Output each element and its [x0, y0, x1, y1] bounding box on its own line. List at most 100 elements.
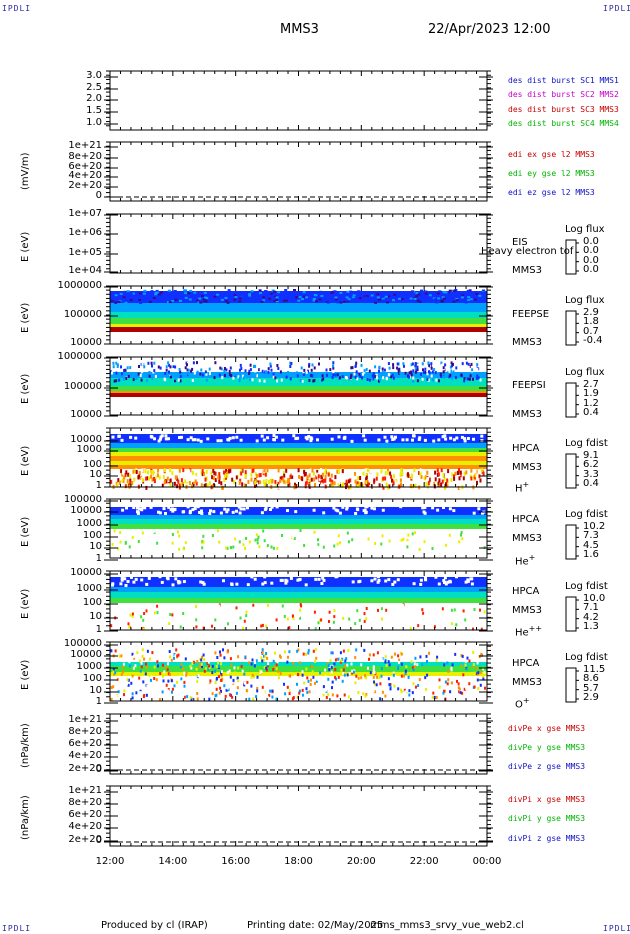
p4-speckle [258, 289, 262, 292]
p9-speckle [434, 685, 437, 689]
p7-speckle [217, 529, 219, 533]
p4-speckle [260, 300, 264, 303]
p6-speckle [203, 471, 205, 476]
p9-speckle [327, 677, 330, 681]
p8-colorbar-tick-label: 7.1 [583, 602, 599, 614]
p4-speckle [345, 299, 349, 302]
p6-gap [150, 435, 154, 439]
p5-speckle [424, 367, 427, 371]
p4-speckle [117, 300, 121, 303]
p9-speckle [424, 676, 427, 680]
p8-speckle [297, 614, 300, 618]
p8-speckle [379, 622, 382, 626]
p9-speckle [292, 696, 295, 700]
p6-speckle [235, 475, 238, 480]
p6-ytick-label: 10 [89, 469, 102, 480]
p6-speckle [256, 482, 259, 487]
p9-speckle [484, 686, 486, 690]
p9-speckle [167, 689, 170, 693]
p9-speckle [414, 656, 417, 660]
p7-gaps [121, 505, 486, 515]
p4-speckle [123, 290, 127, 293]
p5-speckle [296, 374, 299, 378]
p7-gap [334, 508, 338, 512]
p5-speckle [381, 370, 384, 374]
p5-speckle [457, 375, 459, 379]
p8-speckle [128, 618, 131, 622]
p7-speckle [178, 547, 181, 551]
p9-speckle [418, 678, 421, 682]
p6-speckle [260, 476, 263, 481]
p10-ytick-label: 2e+20 [68, 763, 102, 774]
p6-gap [281, 438, 285, 442]
p9-speckle [220, 662, 223, 666]
p4-speckle [234, 295, 238, 298]
p5-speckle [121, 372, 123, 376]
p6-ytick-label: 1 [95, 480, 102, 491]
p7-speckle [374, 542, 377, 545]
p9-speckle [394, 683, 397, 686]
p9-speckle [260, 656, 263, 660]
p7-speckle [156, 541, 159, 545]
p9-speckle [196, 692, 199, 695]
p9-speckle [143, 694, 146, 697]
p4-speckle [233, 298, 237, 301]
p6-gap [330, 437, 334, 441]
p8-speckle [467, 612, 469, 616]
p7-gap [345, 505, 349, 509]
p8-band-2 [110, 592, 487, 598]
p9-speckle [271, 689, 274, 693]
p9-speckle [245, 689, 248, 692]
p4-speckle [464, 298, 468, 301]
p6-colorbar-tick-label: 6.2 [583, 459, 599, 471]
p5-ytick-label: 100000 [63, 381, 102, 392]
p6-speckle [182, 468, 185, 473]
p5-speckle [337, 377, 340, 380]
p6-speckle [441, 479, 444, 484]
p9-speckle [255, 695, 258, 699]
p8-gaps [111, 575, 474, 587]
p5-speckle [412, 376, 415, 380]
p8-speckle [332, 620, 335, 624]
p5-speckle [416, 379, 419, 383]
p7-speckle [456, 546, 459, 550]
p5-speckle [137, 372, 140, 376]
p8-gap [464, 580, 468, 584]
p7-gap [338, 511, 342, 515]
p8-speckle [242, 627, 244, 630]
p5-speckle [392, 363, 395, 367]
p9-speckle [123, 693, 125, 697]
p7-speckle [355, 541, 358, 545]
p8-speckle [363, 619, 366, 623]
p9-speckle [169, 673, 171, 677]
p9-speckle [429, 682, 432, 686]
p2-ytick-label: 2e+20 [68, 180, 102, 191]
p5-speckle [251, 378, 254, 382]
p6-speckle [178, 485, 181, 490]
p9-speckle [426, 673, 429, 677]
p4-speckle [475, 293, 479, 295]
p6-ytick-label: 1000 [76, 444, 102, 455]
p6-gap [472, 437, 475, 441]
p9-speckle [397, 654, 400, 658]
p6-speckle [295, 484, 298, 488]
p7-gap [354, 511, 358, 515]
p9-speckle [248, 697, 251, 701]
p5-speckle [184, 366, 187, 370]
p8-gap [182, 580, 186, 584]
p9-speckle [346, 673, 349, 677]
p8-speckle [243, 619, 246, 623]
p8-speckle [455, 623, 458, 627]
p4-speckle [352, 294, 356, 297]
xaxis-tick-label: 22:00 [409, 856, 439, 867]
p7-speckle [244, 547, 246, 550]
p9-speckle [217, 661, 219, 665]
p8-speckle [168, 622, 171, 626]
p6-speckle [279, 476, 282, 481]
p7-speckle [230, 546, 233, 550]
p6-gap [186, 438, 190, 442]
p6-speckle [228, 469, 231, 474]
p8-gap [202, 582, 206, 586]
p4-speckle [323, 291, 327, 294]
p5-speckle [313, 366, 316, 370]
